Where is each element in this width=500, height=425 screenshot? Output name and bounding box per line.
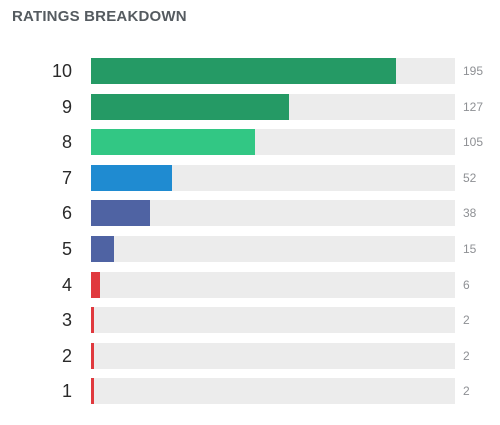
rating-label: 5 — [61, 239, 72, 259]
count-label: 195 — [463, 64, 484, 78]
rating-label: 7 — [61, 167, 72, 188]
bar-track — [91, 342, 455, 369]
chart-title: RATINGS BREAKDOWN — [12, 8, 187, 25]
count-label: 52 — [463, 170, 477, 185]
count-label: 2 — [463, 313, 470, 328]
count-label: 105 — [463, 135, 484, 150]
bar-track — [91, 129, 455, 156]
bar-track — [91, 58, 455, 84]
bar-fill — [91, 200, 151, 227]
rating-label: 1 — [61, 381, 72, 402]
bar-track — [91, 378, 455, 405]
bar-fill — [91, 58, 396, 84]
rating-label: 2 — [61, 345, 72, 366]
rating-row: 8 105 — [0, 129, 500, 156]
rating-row: 6 38 — [0, 200, 500, 227]
bar-fill — [91, 93, 290, 120]
count-label: 6 — [463, 277, 470, 292]
bar-fill — [91, 378, 95, 405]
count-label: 38 — [463, 206, 477, 221]
rating-row: 5 15 — [0, 236, 500, 262]
rating-row: 7 52 — [0, 164, 500, 191]
rating-label: 8 — [61, 132, 72, 153]
rating-label: 9 — [61, 96, 72, 117]
bar-track — [91, 236, 455, 262]
bar-fill — [91, 236, 115, 262]
count-label: 2 — [463, 348, 470, 363]
bar-fill — [91, 307, 95, 334]
count-label: 15 — [463, 242, 477, 256]
bar-fill — [91, 164, 173, 191]
bar-track — [91, 93, 455, 120]
count-label: 127 — [463, 99, 484, 114]
bar-track — [91, 307, 455, 334]
rating-label: 4 — [61, 274, 72, 295]
bar-track — [91, 164, 455, 191]
bar-track — [91, 271, 455, 298]
bar-track — [91, 200, 455, 227]
rating-label: 6 — [61, 203, 72, 224]
bar-fill — [91, 342, 95, 369]
rating-label: 10 — [51, 61, 72, 81]
rating-row: 9 127 — [0, 93, 500, 120]
bar-fill — [91, 271, 101, 298]
count-label: 2 — [463, 384, 470, 399]
rating-row: 10 195 — [0, 58, 500, 84]
bar-fill — [91, 129, 256, 156]
rating-label: 3 — [61, 310, 72, 331]
